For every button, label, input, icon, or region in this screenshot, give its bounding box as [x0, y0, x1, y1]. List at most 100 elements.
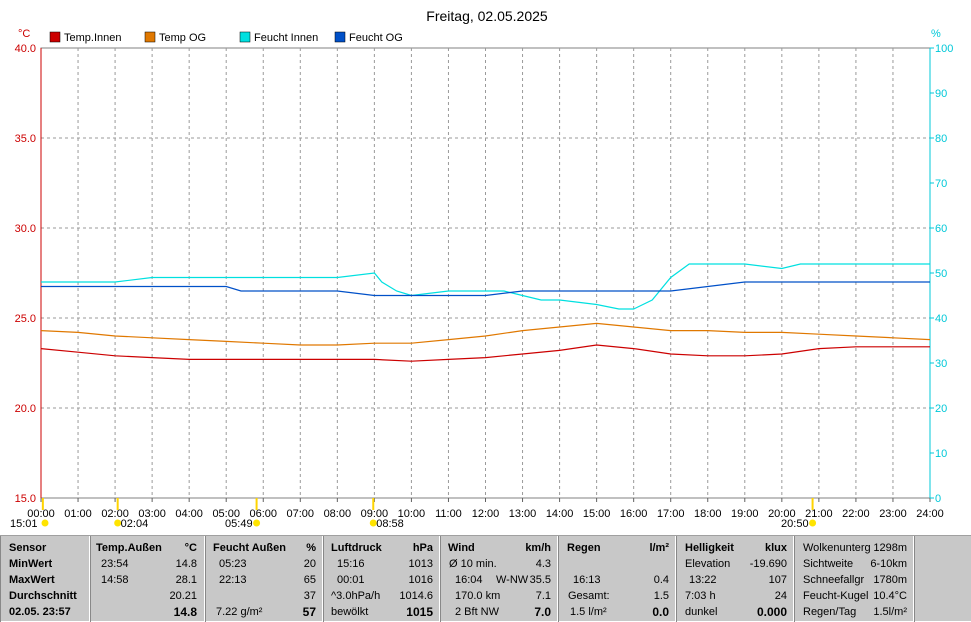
x-tick-label: 15:00: [583, 508, 611, 520]
rain-total-label: Gesamt:: [568, 590, 610, 602]
y-left-unit: °C: [18, 28, 30, 40]
max-label: MaxWert: [9, 574, 55, 586]
pressure-trend: 1014.6: [399, 590, 433, 602]
y-left-tick-label: 30.0: [15, 223, 36, 235]
wind-avg-label: Ø 10 min.: [449, 558, 497, 570]
extra-column: Wolkenunterg 1298m Sichtweite 6-10km Schne…: [794, 536, 914, 622]
chart-title: Freitag, 02.05.2025: [426, 8, 548, 24]
wind-unit: km/h: [525, 542, 551, 554]
rain-max: 0.4: [653, 574, 669, 586]
sun-icon: [369, 519, 377, 527]
daylight-state: dunkel: [685, 606, 718, 618]
pressure-column: Luftdruck hPa 15:16 1013 00:01 1016 ^3.0hPa…: [323, 536, 440, 622]
y-right-tick-label: 50: [935, 268, 947, 280]
brightness-unit: klux: [764, 542, 787, 554]
brightness-r3: 24: [774, 590, 787, 602]
sun-marker-time: 08:58: [376, 518, 404, 530]
y-right-tick-label: 60: [935, 223, 947, 235]
current-datetime: 02.05. 23:57: [9, 606, 71, 618]
x-tick-label: 16:00: [620, 508, 648, 520]
sun-marker-time: 05:49: [225, 518, 253, 530]
y-left-tick-label: 35.0: [15, 133, 36, 145]
y-right-tick-label: 30: [935, 358, 947, 370]
humidity-header: Feucht Außen: [213, 542, 286, 554]
sun-marker-time: 02:04: [121, 518, 149, 530]
humidity-column: Feucht Außen% 05:23 20 22:13 65 37 7.22 g/…: [205, 536, 323, 622]
x-tick-label: 14:00: [546, 508, 574, 520]
y-right-tick-label: 40: [935, 313, 947, 325]
temp-current: 14.8: [173, 605, 197, 619]
sensor-header: Sensor: [9, 542, 47, 554]
visibility-label: Sichtweite: [803, 558, 854, 570]
temp-min-time: 23:54: [101, 558, 129, 570]
y-right-tick-label: 80: [935, 133, 947, 145]
pressure-max-time: 00:01: [337, 574, 365, 586]
x-tick-label: 06:00: [249, 508, 277, 520]
snowline-label: Schneefallgr: [803, 574, 865, 586]
humidity-min-time: 05:23: [219, 558, 247, 570]
x-tick-label: 08:00: [324, 508, 352, 520]
temp-column: Temp.Außen °C 23:54 14.8 14:58 28.1 20.21 1…: [90, 536, 205, 622]
wind-max: 35.5: [529, 574, 551, 586]
x-tick-label: 10:00: [398, 508, 426, 520]
min-label: MinWert: [9, 558, 53, 570]
temp-header: Temp.Außen: [96, 542, 162, 554]
brightness-header: Helligkeit: [685, 542, 734, 554]
y-left-tick-label: 20.0: [15, 403, 36, 415]
x-tick-label: 23:00: [879, 508, 907, 520]
plot-area: 00:00 01:00 02:00 03:00 04:00 05:00 06:00 07:00…: [10, 43, 953, 530]
y-left-tick-label: 40.0: [15, 43, 36, 55]
wind-max-time: 16:04: [455, 574, 483, 586]
legend-swatch: [49, 31, 61, 43]
x-tick-label: 20:00: [768, 508, 796, 520]
cloud-base: 1298m: [873, 542, 907, 554]
elevation-label: Elevation: [685, 558, 731, 570]
humidity-avg: 37: [303, 590, 316, 602]
x-tick-label: 01:00: [64, 508, 92, 520]
y-left-tick-label: 15.0: [15, 493, 36, 505]
temp-max-time: 14:58: [101, 574, 129, 586]
avg-label: Durchschnitt: [9, 590, 77, 602]
pressure-trend-label: ^3.0hPa/h: [331, 590, 381, 602]
rain-max-time: 16:13: [573, 574, 601, 586]
sensor-column: Sensor MinWert MaxWert Durchschnitt 02.0…: [0, 536, 90, 622]
x-tick-label: 05:00: [212, 508, 240, 520]
wind-run-label: 170.0 km: [455, 590, 501, 602]
humidity-abs: 7.22 g/m²: [216, 606, 263, 618]
x-tick-label: 17:00: [657, 508, 685, 520]
sun-marker-time: 20:50: [781, 518, 809, 530]
y-right-tick-label: 90: [935, 88, 947, 100]
rain-header: Regen: [567, 542, 601, 554]
humidity-unit: %: [306, 542, 316, 554]
humidity-current: 57: [302, 605, 316, 619]
rain-total: 1.5: [653, 590, 669, 602]
x-tick-label: 18:00: [694, 508, 722, 520]
pressure-unit: hPa: [412, 542, 433, 554]
y-right-tick-label: 20: [935, 403, 947, 415]
wind-header: Wind: [448, 542, 475, 554]
legend-label: Temp OG: [159, 32, 206, 44]
humidity-max-time: 22:13: [219, 574, 247, 586]
legend-label: Temp.Innen: [64, 32, 121, 44]
brightness-column: Helligkeit klux Elevation -19.690 13:22 107…: [676, 536, 794, 622]
humidity-max: 65: [303, 574, 316, 586]
x-tick-label: 11:00: [435, 508, 462, 520]
chart-legend: Temp.Innen Temp OG Feucht Innen Feucht OG: [49, 31, 403, 44]
series-line-1: [40, 322, 931, 346]
x-tick-label: 12:00: [472, 508, 500, 520]
rain-per-day-label: Regen/Tag: [803, 606, 857, 618]
series-line-0: [40, 344, 930, 362]
y-right-tick-label: 70: [935, 178, 947, 190]
legend-swatch: [239, 31, 251, 43]
y-right-tick-label: 100: [935, 43, 953, 55]
series-line-3: [41, 281, 930, 297]
wetbulb-label: Feucht-Kugel: [803, 590, 869, 602]
x-tick-label: 22:00: [842, 508, 870, 520]
weather-chart: Freitag, 02.05.2025 °C % Temp.Innen Temp …: [10, 8, 953, 530]
elevation: -19.690: [749, 558, 787, 570]
sun-icon: [41, 519, 49, 527]
humidity-min: 20: [303, 558, 316, 570]
x-tick-label: 13:00: [509, 508, 537, 520]
rain-current: 0.0: [652, 605, 669, 619]
wetbulb: 10.4°C: [873, 590, 907, 602]
